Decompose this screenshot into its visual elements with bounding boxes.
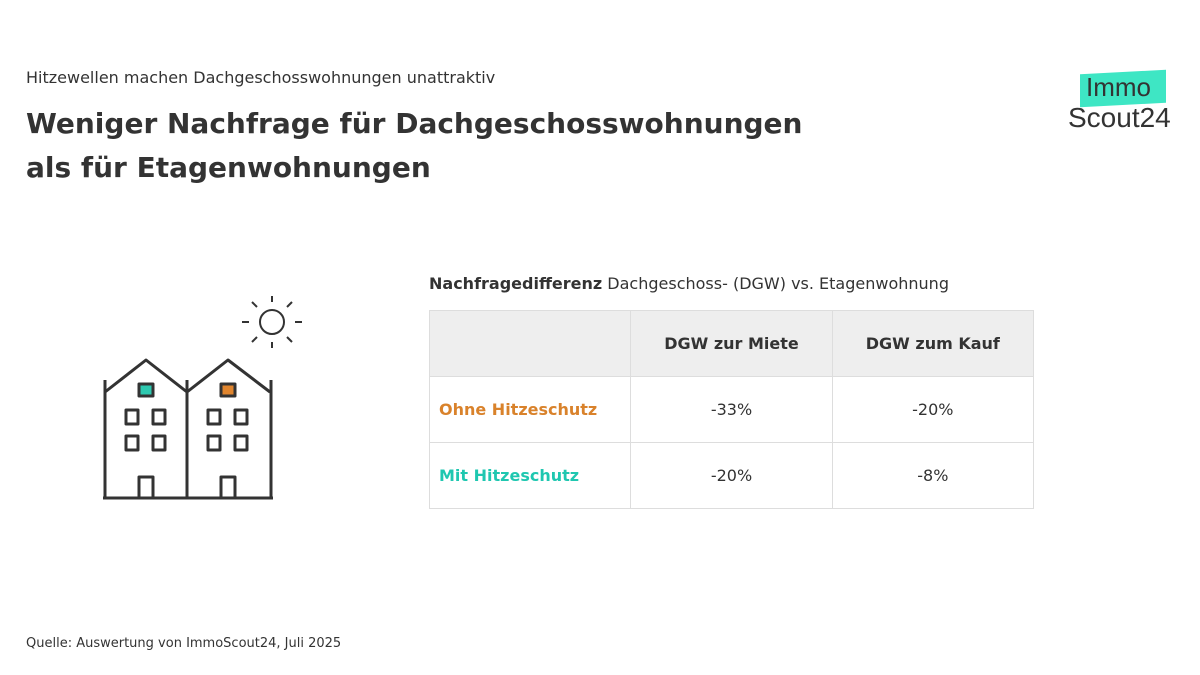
cell-value: -8%: [831, 442, 1035, 509]
cell-value: -33%: [630, 376, 833, 443]
row-label: Mit Hitzeschutz: [428, 442, 632, 509]
header-empty: [428, 310, 632, 377]
table-row: Mit Hitzeschutz -20% -8%: [428, 442, 1035, 509]
header-miete: DGW zur Miete: [630, 310, 833, 377]
demand-table: DGW zur Miete DGW zum Kauf Ohne Hitzesch…: [428, 310, 1035, 509]
table-row: Ohne Hitzeschutz -33% -20%: [428, 376, 1035, 443]
source-note: Quelle: Auswertung von ImmoScout24, Juli…: [26, 636, 342, 651]
houses-icon: [103, 358, 273, 500]
immoscout24-logo: Immo Scout24: [1066, 68, 1186, 138]
cell-value: -20%: [831, 376, 1035, 443]
header-kauf: DGW zum Kauf: [831, 310, 1035, 377]
logo-scout: Scout24: [1068, 102, 1171, 133]
table-header-row: DGW zur Miete DGW zum Kauf: [428, 310, 1035, 377]
caption-bold: Nachfragedifferenz: [429, 274, 603, 293]
cell-value: -20%: [630, 442, 833, 509]
sun-icon: [242, 296, 302, 348]
subtitle: Hitzewellen machen Dachgeschosswohnungen…: [26, 68, 496, 87]
houses-illustration: [103, 296, 302, 500]
caption-rest: Dachgeschoss- (DGW) vs. Etagenwohnung: [602, 274, 949, 293]
page-title: Weniger Nachfrage für Dachgeschosswohnun…: [26, 107, 803, 184]
row-label: Ohne Hitzeschutz: [428, 376, 632, 443]
table-caption: Nachfragedifferenz Dachgeschoss- (DGW) v…: [429, 274, 949, 293]
logo-immo: Immo: [1086, 72, 1151, 102]
